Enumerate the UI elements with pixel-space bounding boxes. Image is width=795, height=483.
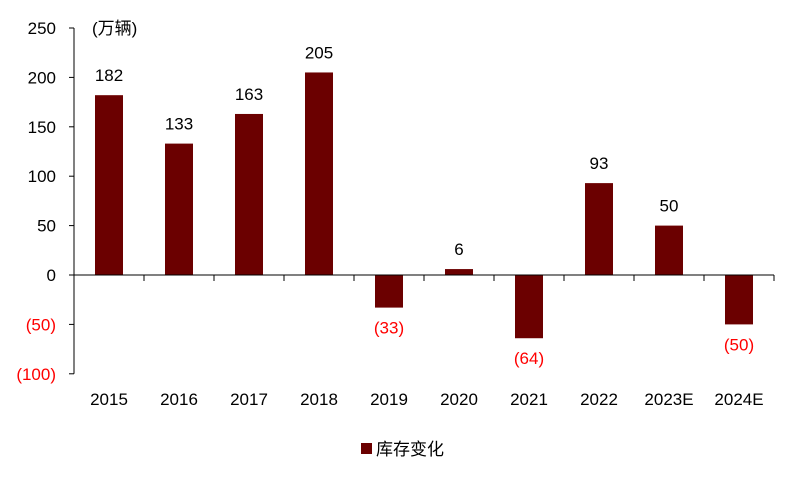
bar-2016 xyxy=(165,143,193,275)
y-tick-label: 0 xyxy=(47,266,56,285)
x-tick-label: 2016 xyxy=(160,390,198,409)
bar-2015 xyxy=(95,95,123,276)
unit-label: (万辆) xyxy=(92,19,137,38)
data-label-2021: (64) xyxy=(514,349,544,368)
data-labels: 182 133 163 205 (33) 6 (64) 93 50 (50) xyxy=(95,43,754,368)
data-label-2018: 205 xyxy=(305,43,333,62)
x-tick-label: 2022 xyxy=(580,390,618,409)
x-tick-label: 2017 xyxy=(230,390,268,409)
bar-2019 xyxy=(375,275,403,308)
y-tick-label: 200 xyxy=(28,68,56,87)
y-tick-label: (50) xyxy=(26,315,56,334)
legend-label: 库存变化 xyxy=(376,440,444,459)
bar-2020 xyxy=(445,269,473,275)
data-label-2024E: (50) xyxy=(724,335,754,354)
x-tick-label: 2023E xyxy=(644,390,693,409)
data-label-2015: 182 xyxy=(95,66,123,85)
x-tick-label: 2024E xyxy=(714,390,763,409)
y-axis-ticks: 250 200 150 100 50 0 (50) (100) xyxy=(16,19,74,384)
data-label-2022: 93 xyxy=(590,154,609,173)
x-tick-label: 2021 xyxy=(510,390,548,409)
x-tick-label: 2019 xyxy=(370,390,408,409)
bar-2023E xyxy=(655,225,683,275)
bars xyxy=(95,72,753,339)
y-tick-label: 50 xyxy=(37,217,56,236)
y-tick-label: (100) xyxy=(16,365,56,384)
y-tick-label: 250 xyxy=(28,19,56,38)
data-label-2016: 133 xyxy=(165,115,193,134)
bar-2022 xyxy=(585,183,613,275)
x-tick-label: 2018 xyxy=(300,390,338,409)
bar-2021 xyxy=(515,275,543,339)
data-label-2020: 6 xyxy=(454,240,463,259)
x-axis-labels: 2015 2016 2017 2018 2019 2020 2021 2022 2023E 202… xyxy=(90,390,764,409)
bar-2024E xyxy=(725,275,753,325)
legend-swatch xyxy=(361,443,372,454)
data-label-2019: (33) xyxy=(374,319,404,338)
y-tick-label: 150 xyxy=(28,118,56,137)
bar-2018 xyxy=(305,72,333,276)
bar-2017 xyxy=(235,113,263,276)
legend: 库存变化 xyxy=(361,440,444,459)
y-tick-label: 100 xyxy=(28,167,56,186)
data-label-2023E: 50 xyxy=(660,197,679,216)
x-axis-ticks xyxy=(73,275,775,281)
x-tick-label: 2015 xyxy=(90,390,128,409)
x-tick-label: 2020 xyxy=(440,390,478,409)
data-label-2017: 163 xyxy=(235,85,263,104)
